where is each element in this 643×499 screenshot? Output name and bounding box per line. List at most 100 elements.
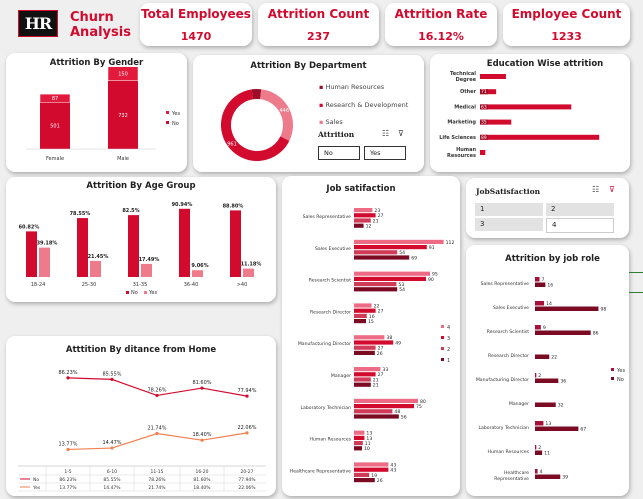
distance-title: Atttition By ditance from Home — [65, 345, 217, 355]
bar-yes — [141, 263, 152, 277]
table-cell: 86.23% — [59, 477, 77, 483]
jobsat-option-1[interactable]: 1 — [475, 203, 543, 216]
data-point — [155, 393, 159, 398]
jobsat-option-4[interactable]: 4 — [546, 218, 614, 233]
bar-no — [108, 80, 138, 149]
attrition-option-yes[interactable]: Yes — [364, 146, 406, 160]
legend-label: 2 — [447, 347, 450, 353]
jobsat-slicer-card: JobSatisfaction ☷ ⊽ 1 2 3 4 — [466, 178, 629, 238]
tick-label: Manager — [509, 401, 529, 407]
data-label: 21 — [373, 383, 379, 389]
data-label: 2 — [538, 445, 541, 451]
role-card: Attrition by job role Sales Representati… — [466, 245, 629, 496]
bar — [480, 74, 506, 79]
attrition-slicer: Attrition ☷ ⊽ No Yes — [316, 128, 420, 168]
data-label: 11.18% — [241, 262, 262, 268]
attrition-slicer-title: Attrition — [318, 130, 355, 139]
multi-select-icon[interactable]: ☷ — [592, 185, 600, 194]
tick-label: Degree — [456, 77, 477, 83]
legend-swatch — [166, 121, 169, 124]
bar-level-2 — [354, 250, 398, 255]
title-line-2: Analysis — [70, 25, 131, 40]
kpi-value: 1470 — [180, 30, 212, 43]
tick-label: >40 — [237, 282, 248, 288]
data-label: 10 — [364, 446, 370, 452]
table-header: 20-27 — [240, 469, 253, 475]
data-label: 67 — [580, 427, 586, 433]
data-label: 53 — [398, 282, 404, 288]
legend-swatch — [126, 291, 129, 294]
kpi-value: 1233 — [551, 30, 582, 43]
role-chart: Sales Representative 716 Sales Executive 14… — [476, 277, 625, 482]
tick-label: Manager — [331, 373, 351, 379]
bar-no — [535, 378, 559, 383]
data-label: 14.47% — [102, 440, 121, 446]
table-header: 11-15 — [150, 469, 163, 475]
bar-level-1 — [354, 414, 399, 419]
table-header: 1-5 — [64, 469, 71, 475]
legend-label: Human Resources — [325, 83, 385, 91]
slice-label: 446 — [279, 108, 289, 114]
bar-yes — [535, 277, 540, 282]
data-label: 11 — [365, 441, 371, 447]
edge-connector — [629, 272, 643, 273]
data-label: 501 — [50, 124, 60, 130]
bar-level-4 — [354, 462, 389, 467]
data-label: 86 — [593, 331, 599, 337]
tick-label: Sales Representative — [303, 214, 352, 220]
bar-level-2 — [354, 282, 397, 287]
jobsat-option-3[interactable]: 3 — [475, 218, 543, 231]
bar-level-2 — [354, 377, 371, 382]
tick-label: Human Resources — [488, 449, 530, 455]
tick-label: Sales Executive — [315, 246, 351, 252]
bar-no — [128, 215, 139, 277]
clear-filter-icon[interactable]: ⊽ — [609, 185, 615, 194]
data-label: 43 — [390, 468, 396, 474]
legend-item: ▪ Research & Development — [319, 100, 409, 109]
bar-no — [535, 426, 579, 431]
bar-level-1 — [354, 255, 410, 260]
donut-slice — [259, 89, 293, 141]
data-label: 26 — [377, 478, 383, 484]
bar-no — [230, 210, 241, 277]
data-label: 77.94% — [237, 388, 256, 394]
tick-label: 36-40 — [184, 282, 199, 288]
legend-item: ▪ Human Resources — [319, 83, 385, 91]
multi-select-icon[interactable]: ☷ — [382, 129, 390, 138]
legend-label: Yes — [148, 290, 157, 296]
bar-level-4 — [354, 367, 381, 372]
data-label: 22.06% — [237, 425, 256, 431]
data-label: 19 — [371, 473, 377, 479]
data-label: 12 — [366, 224, 372, 230]
bar — [480, 104, 572, 110]
data-label: 27 — [378, 372, 384, 378]
data-label: 112 — [446, 240, 455, 246]
bar-level-1 — [354, 223, 364, 228]
data-label: 150 — [118, 72, 128, 78]
table-cell: 21.74% — [148, 485, 166, 491]
data-label: 78.55% — [70, 211, 91, 217]
data-label: 32 — [558, 403, 564, 409]
jobsat-option-2[interactable]: 2 — [546, 203, 614, 216]
clear-filter-icon[interactable]: ⊽ — [398, 129, 404, 138]
data-label: 88.80% — [223, 203, 244, 209]
tick-label: Medical — [454, 104, 476, 110]
bar — [480, 89, 497, 95]
donut-slice — [221, 89, 290, 161]
bar-no — [535, 474, 561, 479]
data-label: 63 — [481, 104, 487, 110]
attrition-option-no[interactable]: No — [318, 146, 360, 160]
data-label: 39 — [562, 475, 568, 481]
bar-level-4 — [354, 239, 444, 244]
data-label: 78.26% — [147, 387, 166, 393]
data-label: 85.55% — [102, 371, 121, 377]
data-label: 16 — [369, 314, 375, 320]
legend-label: No — [172, 121, 179, 127]
kpi-value: 237 — [307, 30, 330, 43]
table-cell: 81.60% — [193, 477, 211, 483]
legend-swatch — [166, 111, 169, 114]
legend-label: No — [617, 377, 624, 383]
data-label: 90 — [428, 277, 434, 283]
bar-level-4 — [354, 303, 372, 308]
data-label: 81.60% — [192, 380, 211, 386]
